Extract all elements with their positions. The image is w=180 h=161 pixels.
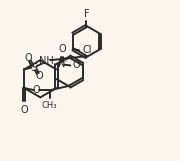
Text: N: N <box>58 59 66 69</box>
Text: O: O <box>32 85 40 95</box>
Text: S: S <box>30 63 38 73</box>
Text: +: + <box>62 57 68 63</box>
Text: O: O <box>35 71 43 81</box>
Text: O: O <box>25 53 32 63</box>
Text: Cl: Cl <box>82 45 92 55</box>
Text: O: O <box>58 44 66 54</box>
Text: O⁻: O⁻ <box>73 60 86 70</box>
Text: F: F <box>84 9 89 19</box>
Text: NH: NH <box>39 56 54 66</box>
Text: O: O <box>20 105 28 115</box>
Text: CH₃: CH₃ <box>41 101 57 110</box>
